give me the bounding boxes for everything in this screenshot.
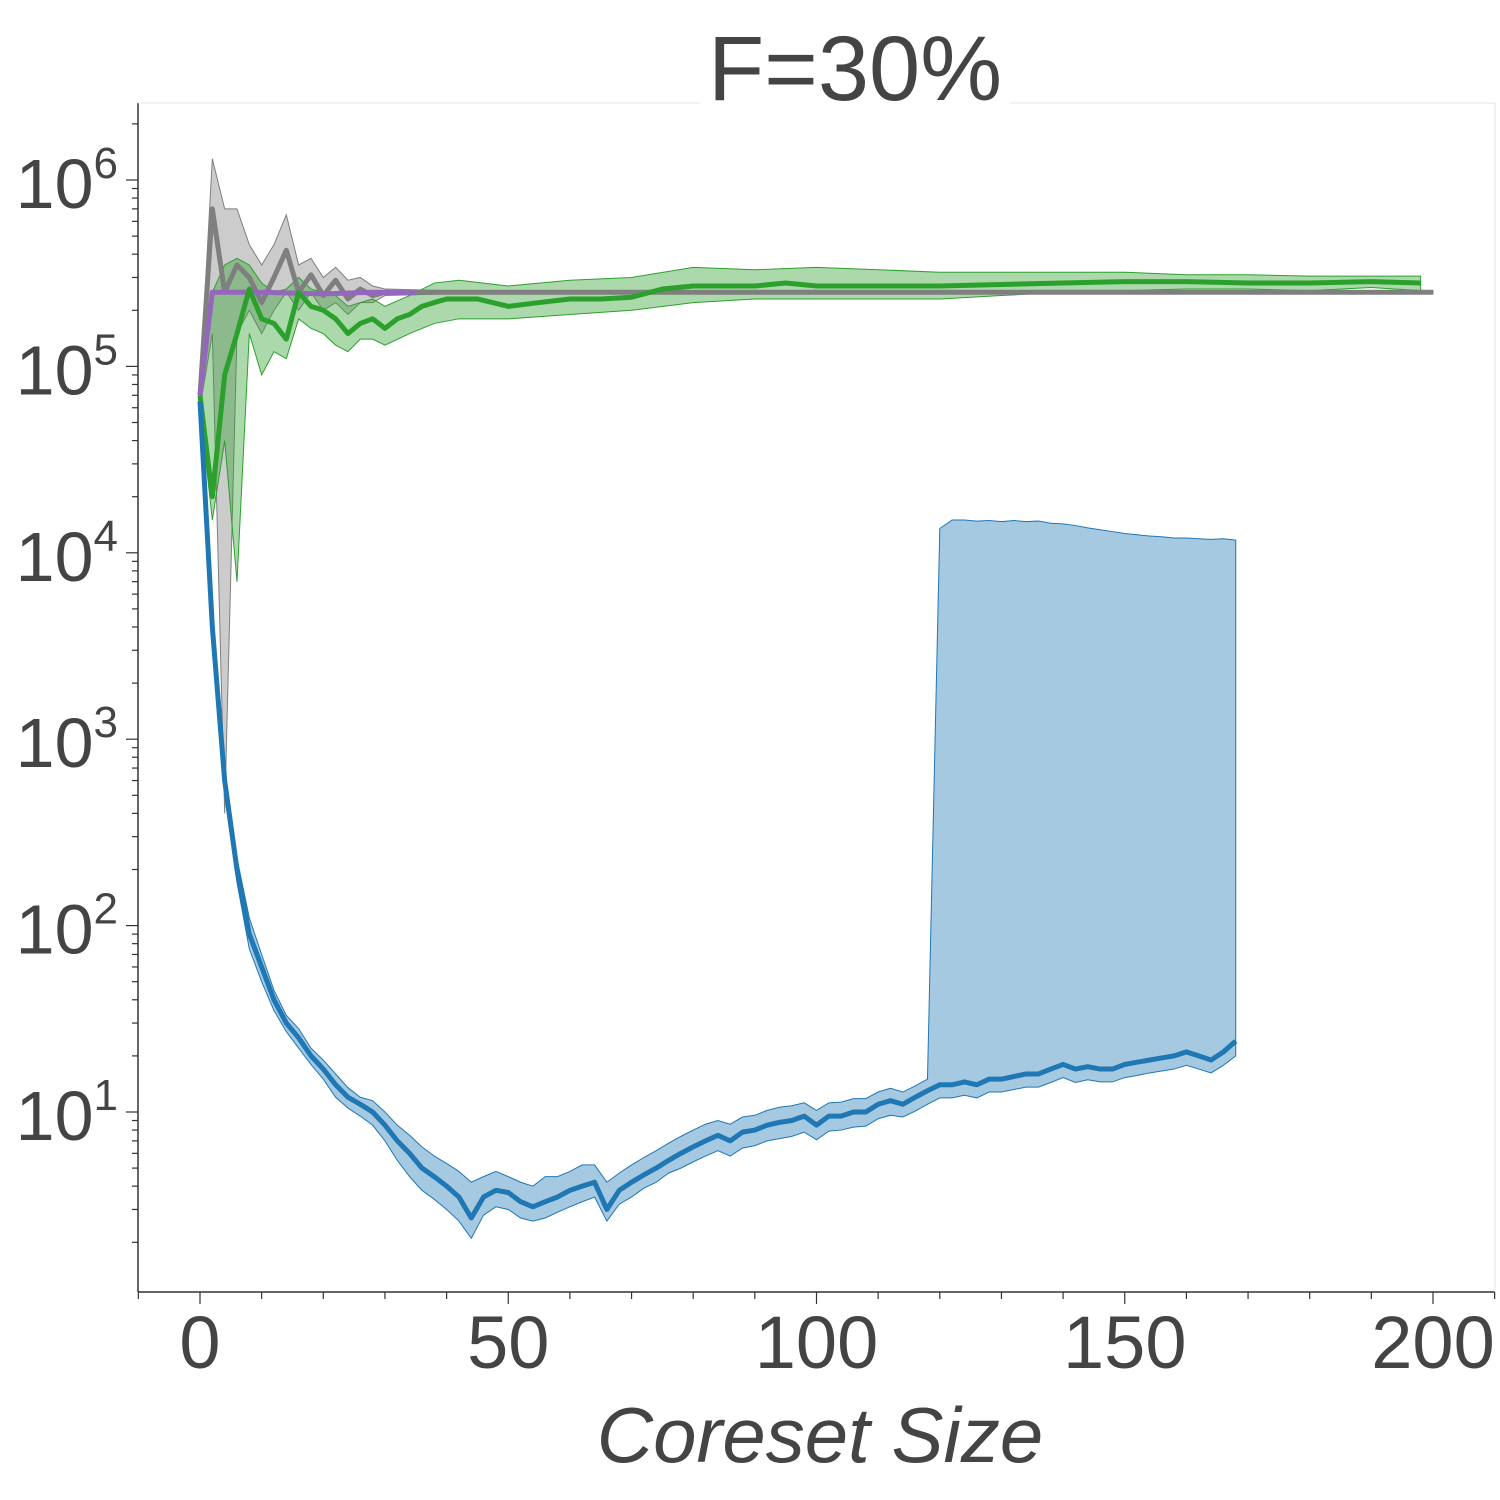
y-tick-label: 105 [16, 325, 118, 409]
x-tick-label: 200 [1371, 1301, 1494, 1384]
title-background [701, 18, 1009, 120]
series-line-1 [197, 289, 416, 396]
x-tick-label: 0 [179, 1301, 220, 1384]
x-tick-label: 150 [1063, 1301, 1186, 1384]
y-tick-label: 102 [16, 885, 118, 969]
series-line-0 [197, 206, 1433, 396]
y-tick-label: 106 [16, 139, 118, 223]
series-line-2 [197, 279, 1421, 500]
y-tick-label: 103 [16, 698, 118, 782]
x-tick-labels: 0 50 100 150 200 [179, 1301, 1494, 1384]
series-line-3 [197, 401, 1238, 1221]
series-band-2 [199, 257, 1422, 582]
confidence-bands [199, 158, 1434, 1240]
y-tick-label: 104 [16, 512, 118, 596]
series-lines [197, 206, 1433, 1221]
y-tick-label: 101 [16, 1071, 118, 1155]
series-band-3 [199, 395, 1237, 1240]
x-tick-label: 100 [755, 1301, 878, 1384]
y-tick-labels: 101 102 103 104 105 106 [16, 139, 118, 1155]
series-band-0 [199, 158, 1434, 814]
chart-title: F=30% [708, 18, 1002, 120]
axes [126, 102, 1496, 1304]
x-tick-label: 50 [467, 1301, 549, 1384]
x-axis-label: Coreset Size [597, 1391, 1044, 1479]
